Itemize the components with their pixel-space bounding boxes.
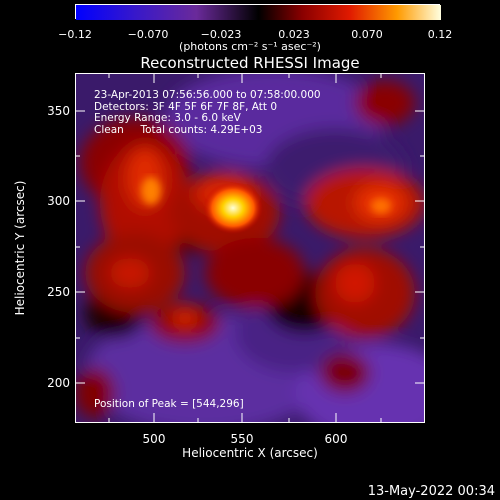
y-tick-label: 300 <box>47 194 70 208</box>
x-tick-label: 600 <box>324 432 348 446</box>
peak-position-label: Position of Peak = [544,296] <box>94 398 244 410</box>
time-range: 23-Apr-2013 07:56:56.000 to 07:58:00.000 <box>94 89 321 101</box>
observation-info: 23-Apr-2013 07:56:56.000 to 07:58:00.000… <box>94 89 321 136</box>
rhessi-image <box>75 73 425 423</box>
colorbar-units: (photons cm⁻² s⁻¹ asec⁻²) <box>179 40 321 53</box>
image-frame <box>75 73 425 423</box>
y-tick-marks <box>75 110 425 384</box>
x-tick-label: 550 <box>230 432 254 446</box>
colorbar <box>75 4 441 20</box>
colorbar-tick: −0.070 <box>127 28 169 41</box>
x-tick-label: 500 <box>142 432 166 446</box>
colorbar-tick: 0.12 <box>427 28 453 41</box>
peak-source <box>203 182 263 234</box>
y-axis-label: Heliocentric Y (arcsec) <box>13 180 27 316</box>
colorbar-tick: 0.070 <box>351 28 383 41</box>
y-tick-label: 350 <box>47 104 70 118</box>
y-tick-label: 250 <box>47 285 70 299</box>
energy-range: Energy Range: 3.0 - 6.0 keV <box>94 112 241 125</box>
colorbar-gradient <box>76 5 441 20</box>
plot-title: Reconstructed RHESSI Image <box>140 54 360 72</box>
plot-timestamp: 13-May-2022 00:34 <box>367 484 495 499</box>
x-axis-label: Heliocentric X (arcsec) <box>182 446 318 460</box>
detectors-info: Detectors: 3F 4F 5F 6F 7F 8F, Att 0 <box>94 100 278 113</box>
colorbar-tick: −0.023 <box>200 28 242 41</box>
y-tick-label: 200 <box>47 376 70 390</box>
x-tick-marks <box>108 73 382 423</box>
colorbar-tick: −0.12 <box>58 28 92 41</box>
clean-counts: Clean Total counts: 4.29E+03 <box>94 123 263 136</box>
colorbar-tick: 0.023 <box>278 28 310 41</box>
